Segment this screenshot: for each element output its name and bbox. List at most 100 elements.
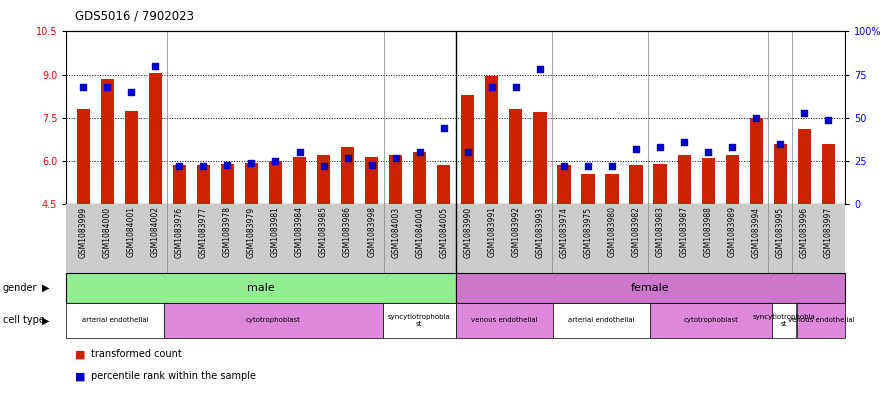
Point <box>725 144 739 151</box>
Bar <box>558 165 571 204</box>
Point <box>244 160 258 166</box>
Point <box>773 141 788 147</box>
Point <box>268 158 282 164</box>
Text: GSM1083998: GSM1083998 <box>367 206 376 257</box>
Bar <box>164 303 382 338</box>
Bar <box>382 303 456 338</box>
Bar <box>534 112 547 204</box>
Bar <box>341 147 354 204</box>
Text: GSM1083976: GSM1083976 <box>175 206 184 257</box>
Bar <box>66 303 164 338</box>
Bar <box>389 155 403 204</box>
Bar <box>77 109 89 204</box>
Bar <box>485 76 498 204</box>
Text: GSM1084000: GSM1084000 <box>103 206 112 257</box>
Text: GSM1083982: GSM1083982 <box>632 206 641 257</box>
Point <box>436 125 450 131</box>
Point <box>701 149 715 156</box>
Text: GSM1083979: GSM1083979 <box>247 206 256 257</box>
Text: venous endothelial: venous endothelial <box>471 317 538 323</box>
Text: cell type: cell type <box>3 315 44 325</box>
Point <box>797 110 812 116</box>
Point <box>292 149 306 156</box>
Text: GSM1083977: GSM1083977 <box>199 206 208 257</box>
Bar <box>365 157 378 204</box>
Bar <box>269 161 282 204</box>
Bar <box>772 303 796 338</box>
Text: GSM1084003: GSM1084003 <box>391 206 400 257</box>
Point <box>677 139 691 145</box>
Point <box>750 115 764 121</box>
Bar <box>726 155 739 204</box>
Bar <box>773 144 787 204</box>
Point <box>341 154 355 161</box>
Text: GSM1083985: GSM1083985 <box>319 206 328 257</box>
Point <box>509 84 523 90</box>
Bar <box>173 165 186 204</box>
Point <box>317 163 331 169</box>
Text: GSM1084004: GSM1084004 <box>415 206 424 257</box>
Bar <box>66 273 456 303</box>
Text: GSM1084001: GSM1084001 <box>127 206 135 257</box>
Point <box>124 89 138 95</box>
Text: GSM1084002: GSM1084002 <box>150 206 160 257</box>
Point <box>412 149 427 156</box>
Point <box>148 63 162 69</box>
Text: syncytiotrophobla
st: syncytiotrophobla st <box>388 314 450 327</box>
Bar <box>461 95 474 204</box>
Text: GSM1083997: GSM1083997 <box>824 206 833 257</box>
Bar <box>293 157 306 204</box>
Text: GSM1083995: GSM1083995 <box>776 206 785 257</box>
Text: GSM1083991: GSM1083991 <box>488 206 496 257</box>
Text: GSM1083980: GSM1083980 <box>607 206 617 257</box>
Text: syncytiotrophobla
st: syncytiotrophobla st <box>753 314 816 327</box>
Bar <box>653 164 666 204</box>
Text: GSM1083989: GSM1083989 <box>727 206 736 257</box>
Bar <box>605 174 619 204</box>
Point <box>365 162 379 168</box>
Text: GSM1083978: GSM1083978 <box>223 206 232 257</box>
Point <box>605 163 620 169</box>
Text: female: female <box>631 283 670 293</box>
Bar <box>101 79 114 204</box>
Text: GSM1083983: GSM1083983 <box>656 206 665 257</box>
Bar <box>317 155 330 204</box>
Text: GSM1083987: GSM1083987 <box>680 206 689 257</box>
Point <box>653 144 667 151</box>
Bar <box>702 158 715 204</box>
Bar <box>797 129 811 204</box>
Point <box>629 146 643 152</box>
Text: arterial endothelial: arterial endothelial <box>81 317 149 323</box>
Text: GSM1083984: GSM1083984 <box>295 206 304 257</box>
Text: GSM1083996: GSM1083996 <box>800 206 809 257</box>
Text: ▶: ▶ <box>42 315 50 325</box>
Point <box>461 149 475 156</box>
Bar <box>509 109 522 204</box>
Text: arterial endothelial: arterial endothelial <box>568 317 635 323</box>
Text: gender: gender <box>3 283 37 293</box>
Bar <box>750 118 763 204</box>
Bar <box>553 303 650 338</box>
Text: transformed count: transformed count <box>91 349 182 359</box>
Point <box>389 154 403 161</box>
Bar <box>221 164 234 204</box>
Bar <box>796 303 845 338</box>
Text: ■: ■ <box>75 349 89 359</box>
Bar <box>629 165 643 204</box>
Point <box>100 84 114 90</box>
Bar <box>456 273 845 303</box>
Text: percentile rank within the sample: percentile rank within the sample <box>91 371 256 381</box>
Bar <box>245 163 258 204</box>
Bar <box>650 303 772 338</box>
Text: GDS5016 / 7902023: GDS5016 / 7902023 <box>75 10 194 23</box>
Text: venous endothelial: venous endothelial <box>788 317 854 323</box>
Text: GSM1083975: GSM1083975 <box>583 206 592 257</box>
Text: GSM1084005: GSM1084005 <box>439 206 449 257</box>
Bar <box>678 155 690 204</box>
Text: GSM1083994: GSM1083994 <box>751 206 761 257</box>
Text: GSM1083990: GSM1083990 <box>463 206 473 257</box>
Bar <box>413 152 427 204</box>
Text: GSM1083988: GSM1083988 <box>704 206 712 257</box>
Bar <box>149 73 162 204</box>
Text: GSM1083981: GSM1083981 <box>271 206 280 257</box>
